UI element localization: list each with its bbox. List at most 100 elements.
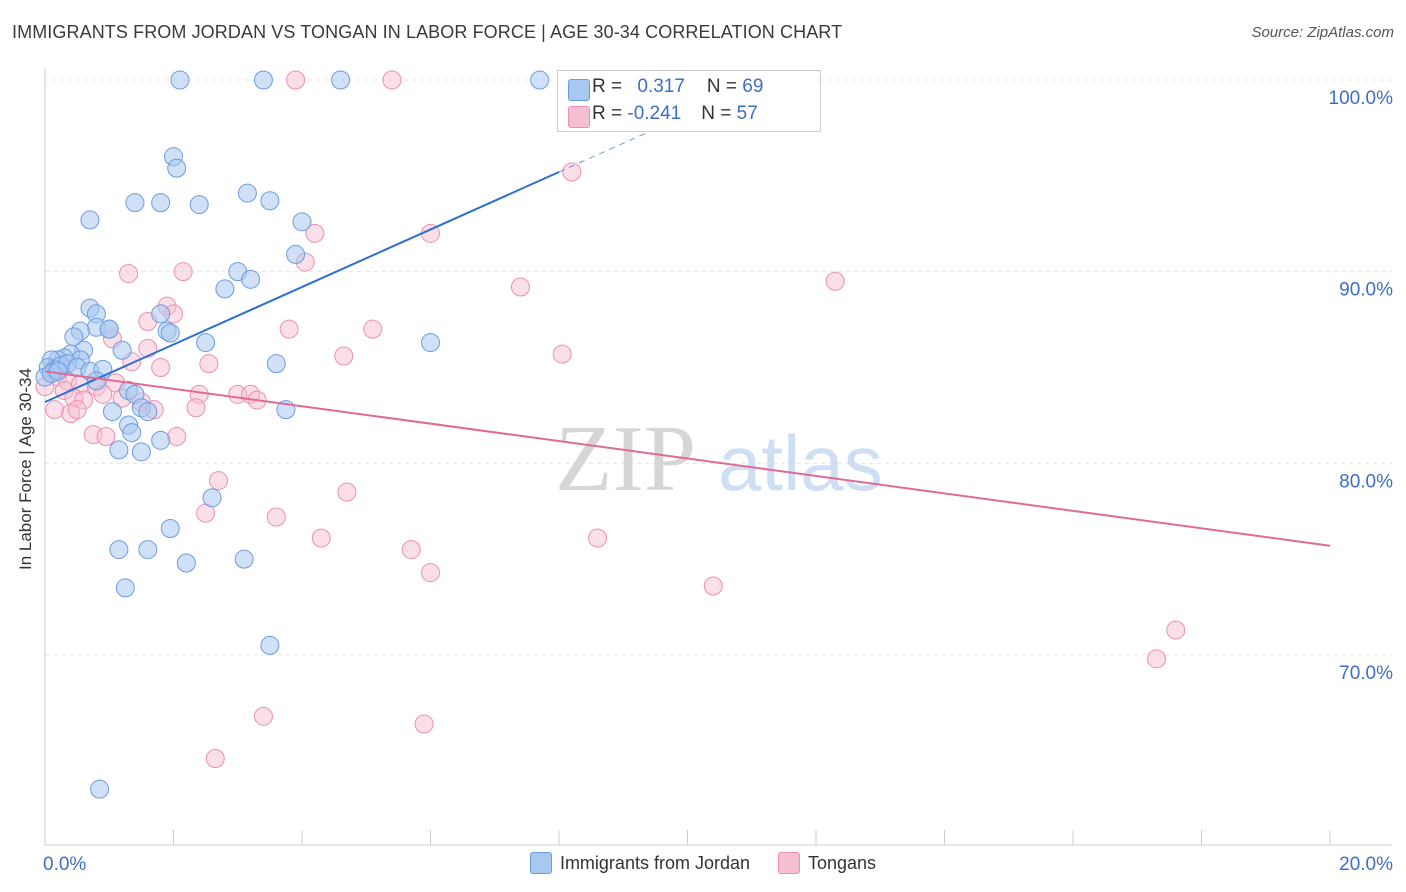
jordan-points bbox=[35, 70, 550, 799]
tongans-point bbox=[151, 358, 171, 377]
y-tick-labels: 100.0% 90.0% 80.0% 70.0% bbox=[1329, 88, 1394, 684]
tongans-point bbox=[562, 162, 582, 182]
jordan-point bbox=[202, 488, 222, 508]
jordan-point bbox=[530, 70, 550, 90]
jordan-point bbox=[237, 183, 257, 203]
r-label: R = bbox=[592, 76, 628, 97]
tongans-point bbox=[1147, 649, 1167, 669]
tongans-point bbox=[401, 540, 421, 560]
tongans-trend-line bbox=[44, 370, 1331, 547]
jordan-point bbox=[167, 158, 187, 178]
tongans-point bbox=[45, 400, 65, 420]
jordan-point bbox=[170, 70, 190, 90]
jordan-point bbox=[421, 333, 440, 353]
jordan-point bbox=[253, 70, 273, 90]
tongans-point bbox=[279, 319, 299, 339]
jordan-point bbox=[131, 442, 151, 462]
tongans-point bbox=[167, 427, 187, 446]
tongans-points bbox=[35, 70, 1186, 768]
tongans-point bbox=[208, 471, 228, 491]
axes bbox=[44, 68, 1392, 846]
jordan-point bbox=[138, 540, 158, 560]
tongans-point bbox=[825, 271, 845, 291]
jordan-point bbox=[151, 193, 171, 213]
jordan-point bbox=[260, 191, 280, 211]
jordan-point bbox=[292, 212, 312, 232]
x-tick-label-left: 0.0% bbox=[43, 854, 86, 875]
jordan-point bbox=[151, 304, 171, 324]
x-tick-label-right: 20.0% bbox=[1339, 854, 1393, 875]
tongans-point bbox=[305, 223, 325, 243]
jordan-swatch bbox=[568, 79, 590, 101]
jordan-point bbox=[189, 195, 209, 215]
tongans-point bbox=[186, 398, 206, 418]
jordan-point bbox=[215, 279, 235, 299]
gridlines bbox=[45, 79, 1392, 656]
legend-item-jordan[interactable]: Immigrants from Jordan bbox=[529, 852, 750, 874]
tongans-swatch bbox=[568, 106, 590, 128]
tongans-point bbox=[138, 338, 158, 358]
jordan-point bbox=[286, 244, 306, 264]
legend-label-jordan: Immigrants from Jordan bbox=[559, 852, 750, 873]
r-value-jordan: 0.317 bbox=[637, 76, 685, 97]
tongans-point bbox=[588, 528, 608, 548]
tongans-point bbox=[510, 277, 530, 297]
jordan-point bbox=[122, 423, 142, 443]
tongans-point bbox=[414, 714, 434, 734]
tongans-point bbox=[421, 563, 440, 583]
legend-label-tongans: Tongans bbox=[808, 852, 877, 873]
y-tick-label: 70.0% bbox=[1339, 663, 1393, 684]
jordan-point bbox=[266, 354, 286, 374]
trend-lines bbox=[44, 114, 1331, 547]
jordan-point bbox=[151, 430, 171, 450]
jordan-point bbox=[160, 323, 180, 343]
tongans-point bbox=[703, 576, 723, 596]
jordan-legend-swatch bbox=[529, 852, 552, 874]
chart-title: IMMIGRANTS FROM JORDAN VS TONGAN IN LABO… bbox=[12, 22, 843, 42]
tongans-point bbox=[173, 262, 193, 282]
legend-item-tongans[interactable]: Tongans bbox=[778, 852, 876, 874]
watermark: ZIP atlas bbox=[555, 407, 883, 511]
jordan-point bbox=[234, 549, 254, 569]
jordan-point bbox=[102, 402, 122, 422]
jordan-point bbox=[196, 333, 216, 353]
jordan-point bbox=[80, 210, 100, 230]
stats-row-tongans: R = -0.241 N = 57 bbox=[568, 103, 758, 128]
jordan-point bbox=[331, 70, 351, 90]
jordan-point bbox=[109, 440, 129, 460]
tongans-point bbox=[311, 528, 331, 548]
tongans-point bbox=[266, 507, 286, 527]
stats-legend: R = 0.317 N = 69 R = -0.241 N = 57 bbox=[557, 70, 821, 132]
tongans-point bbox=[552, 344, 572, 364]
watermark-zip: ZIP bbox=[555, 407, 696, 511]
jordan-point bbox=[90, 779, 110, 799]
tongans-point bbox=[337, 482, 357, 502]
jordan-point bbox=[241, 269, 261, 289]
jordan-point bbox=[125, 193, 145, 213]
tongans-point bbox=[119, 264, 139, 284]
tongans-point bbox=[67, 400, 87, 420]
jordan-point bbox=[99, 319, 119, 339]
jordan-trend-extension bbox=[558, 114, 688, 173]
jordan-point bbox=[138, 402, 158, 422]
tongans-legend-swatch bbox=[778, 852, 800, 874]
r-value-tongans: -0.241 bbox=[627, 103, 682, 124]
y-tick-label: 90.0% bbox=[1339, 280, 1393, 301]
r-label: R = bbox=[592, 103, 628, 124]
jordan-point bbox=[176, 553, 196, 573]
bottom-legend: Immigrants from Jordan Tongans bbox=[0, 852, 1406, 874]
tongans-point bbox=[96, 427, 116, 446]
jordan-point bbox=[260, 635, 280, 655]
tongans-point bbox=[286, 70, 306, 90]
n-label: N = bbox=[701, 103, 737, 124]
tongans-point bbox=[253, 706, 273, 726]
jordan-point bbox=[160, 519, 180, 538]
x-tick-labels: 0.0% 20.0% bbox=[43, 854, 1393, 875]
tongans-point bbox=[1166, 620, 1186, 640]
source-label: Source: ZipAtlas.com bbox=[1251, 24, 1394, 41]
n-label: N = bbox=[706, 76, 743, 97]
jordan-point bbox=[109, 540, 129, 560]
jordan-trend-line bbox=[44, 171, 560, 403]
jordan-point bbox=[112, 340, 132, 360]
